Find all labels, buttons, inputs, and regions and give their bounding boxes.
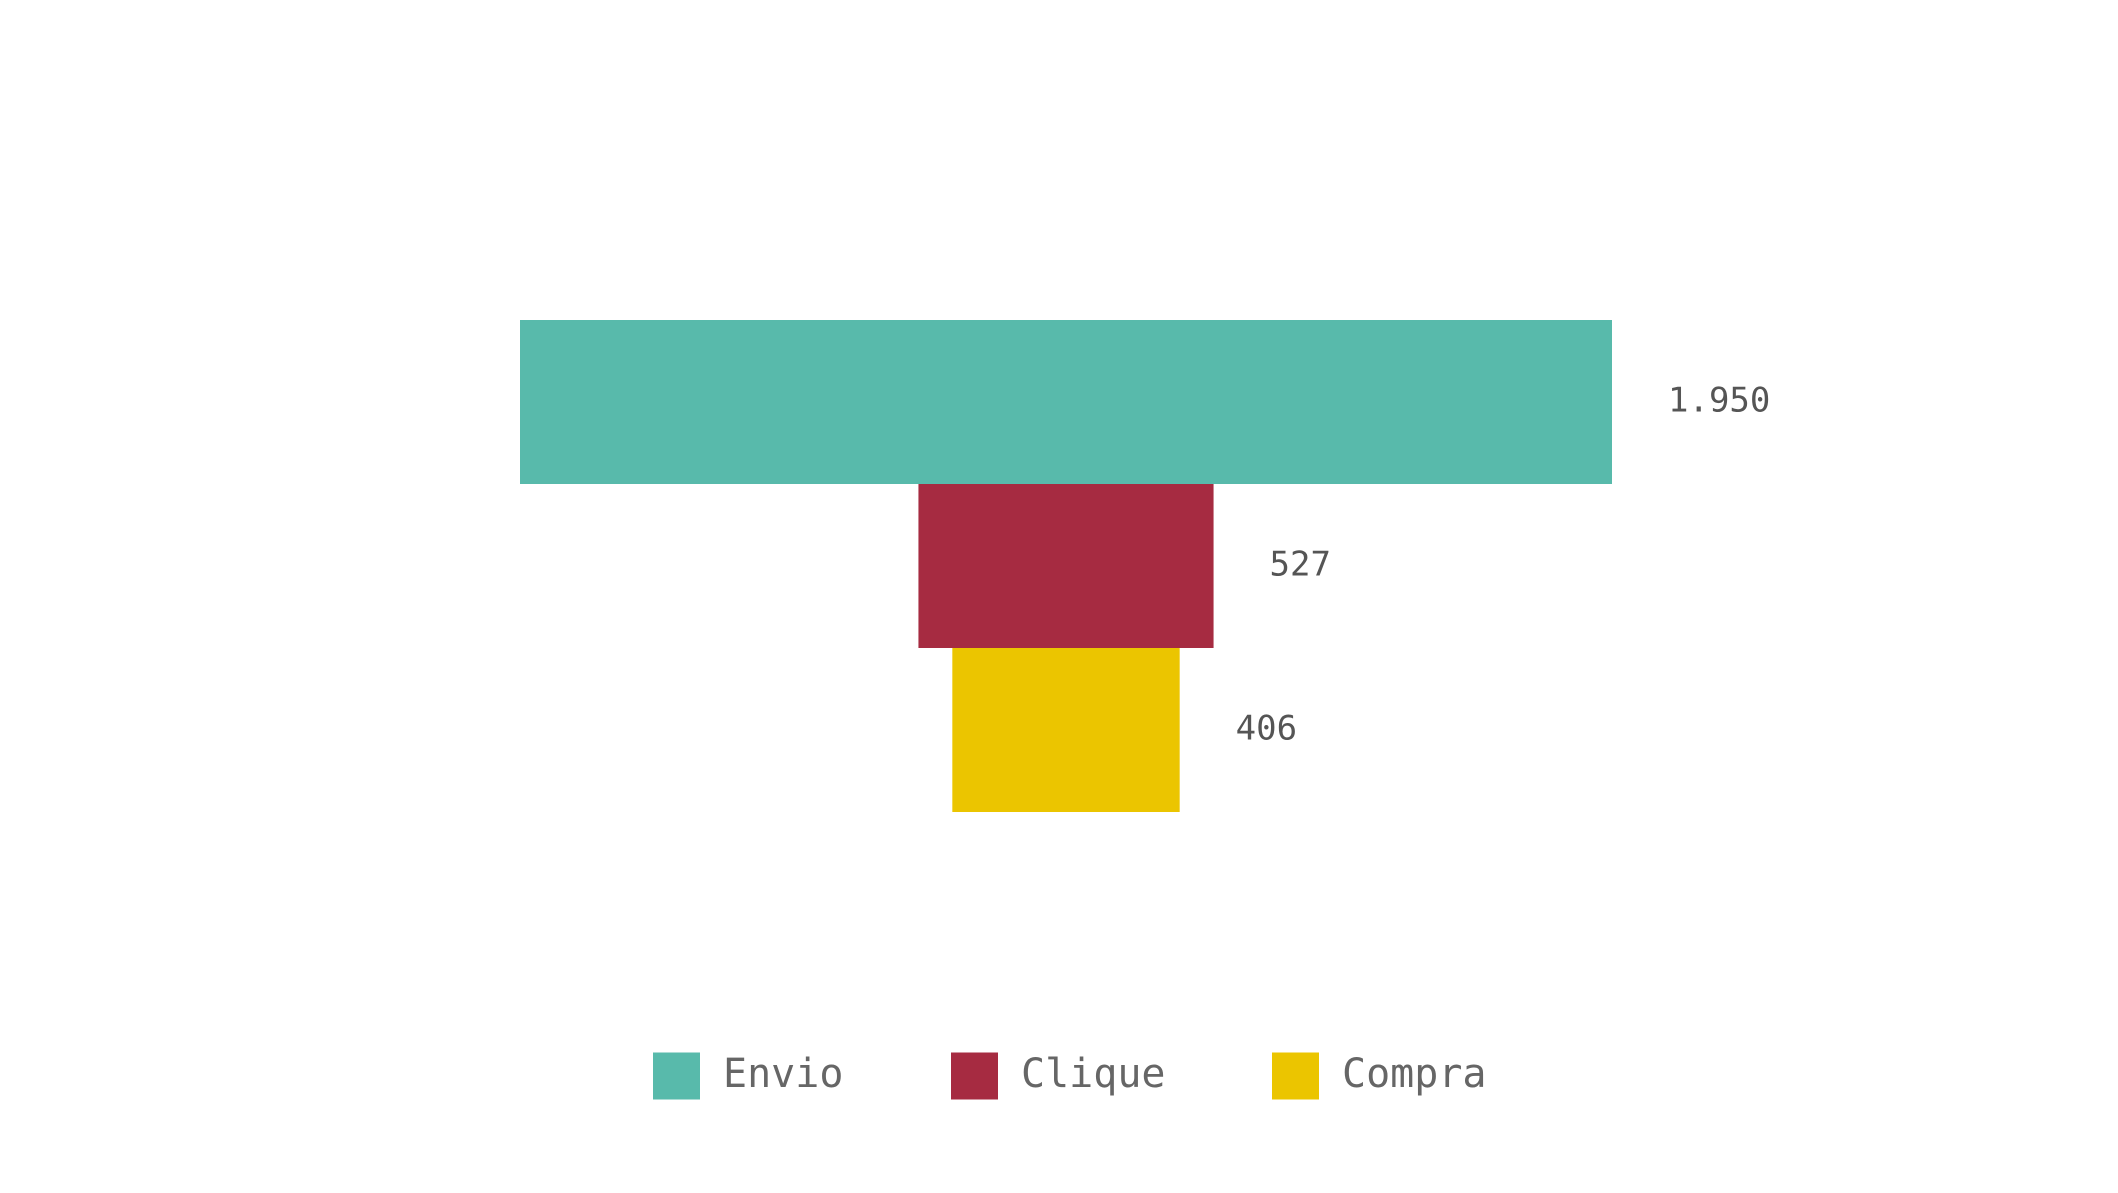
legend-label-compra: Compra — [1342, 1051, 1487, 1097]
legend-label-clique: Clique — [1021, 1051, 1166, 1097]
funnel-value-labels: 1.950 527 406 — [1236, 381, 1771, 749]
legend-swatch-clique — [951, 1052, 998, 1100]
legend-swatch-compra — [1272, 1052, 1319, 1100]
value-label-compra: 406 — [1236, 709, 1297, 749]
value-label-envio: 1.950 — [1668, 381, 1770, 421]
funnel-bar-compra — [952, 648, 1180, 812]
value-label-clique: 527 — [1270, 545, 1331, 585]
legend-item-clique: Clique — [951, 1051, 1166, 1100]
chart-legend: Envio Clique Compra — [653, 1051, 1487, 1100]
legend-swatch-envio — [653, 1052, 700, 1100]
legend-item-compra: Compra — [1272, 1051, 1487, 1100]
funnel-bar-envio — [520, 320, 1612, 484]
legend-item-envio: Envio — [653, 1051, 843, 1100]
funnel-bar-clique — [918, 484, 1214, 648]
legend-label-envio: Envio — [723, 1051, 843, 1097]
funnel-bars — [520, 320, 1612, 812]
